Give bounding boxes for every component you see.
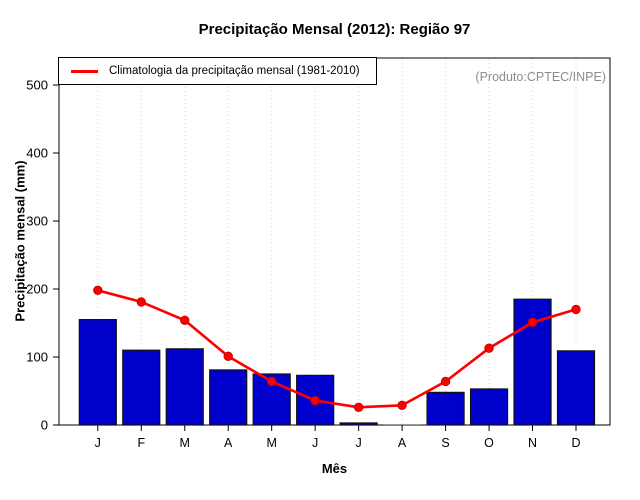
climatology-point — [527, 317, 538, 328]
x-tick-label: M — [180, 436, 190, 450]
y-tick-label: 300 — [26, 214, 48, 229]
product-credit: (Produto:CPTEC/INPE) — [475, 70, 606, 84]
climatology-point — [353, 402, 364, 413]
bar — [426, 391, 465, 426]
bar — [469, 388, 509, 426]
climatology-point — [266, 376, 277, 387]
bar — [165, 348, 204, 426]
x-tick-label: D — [571, 436, 580, 450]
x-tick-label: J — [95, 436, 101, 450]
x-tick-label: J — [356, 436, 362, 450]
y-axis-label: Precipitação mensal (mm) — [12, 160, 28, 322]
x-tick-label: N — [528, 436, 537, 450]
red-line-swatch-icon — [71, 69, 98, 73]
climatology-point — [223, 351, 233, 362]
climatology-point — [136, 297, 146, 307]
climatology-point — [310, 395, 320, 406]
y-tick-label: 400 — [26, 146, 48, 161]
climatology-point — [440, 376, 451, 387]
climatology-point — [397, 400, 407, 410]
x-tick-label: A — [224, 436, 233, 450]
climatology-point — [484, 343, 494, 353]
climatology-point — [571, 304, 581, 315]
climatology-point — [180, 315, 190, 325]
x-tick-label: J — [312, 436, 318, 450]
x-tick-label: S — [441, 436, 449, 450]
y-tick-label: 0 — [41, 418, 48, 433]
y-tick-label: 500 — [26, 78, 48, 93]
x-tick-label: M — [266, 436, 276, 450]
climatology-point — [93, 285, 103, 296]
legend-box: Climatologia da precipitação mensal (198… — [58, 57, 377, 85]
climatology-line — [97, 289, 577, 409]
bar — [339, 422, 378, 426]
x-tick-label: F — [137, 436, 145, 450]
legend-label: Climatologia da precipitação mensal (198… — [109, 65, 360, 77]
bar — [122, 349, 161, 426]
bar — [78, 319, 117, 426]
bar — [209, 369, 248, 426]
x-tick-label: O — [484, 436, 494, 450]
bar — [556, 350, 596, 426]
y-tick-label: 100 — [26, 350, 48, 365]
chart-title: Precipitação Mensal (2012): Região 97 — [198, 21, 471, 38]
x-axis-label: Mês — [321, 461, 348, 476]
y-tick-label: 200 — [26, 282, 48, 297]
x-tick-label: A — [398, 436, 407, 450]
